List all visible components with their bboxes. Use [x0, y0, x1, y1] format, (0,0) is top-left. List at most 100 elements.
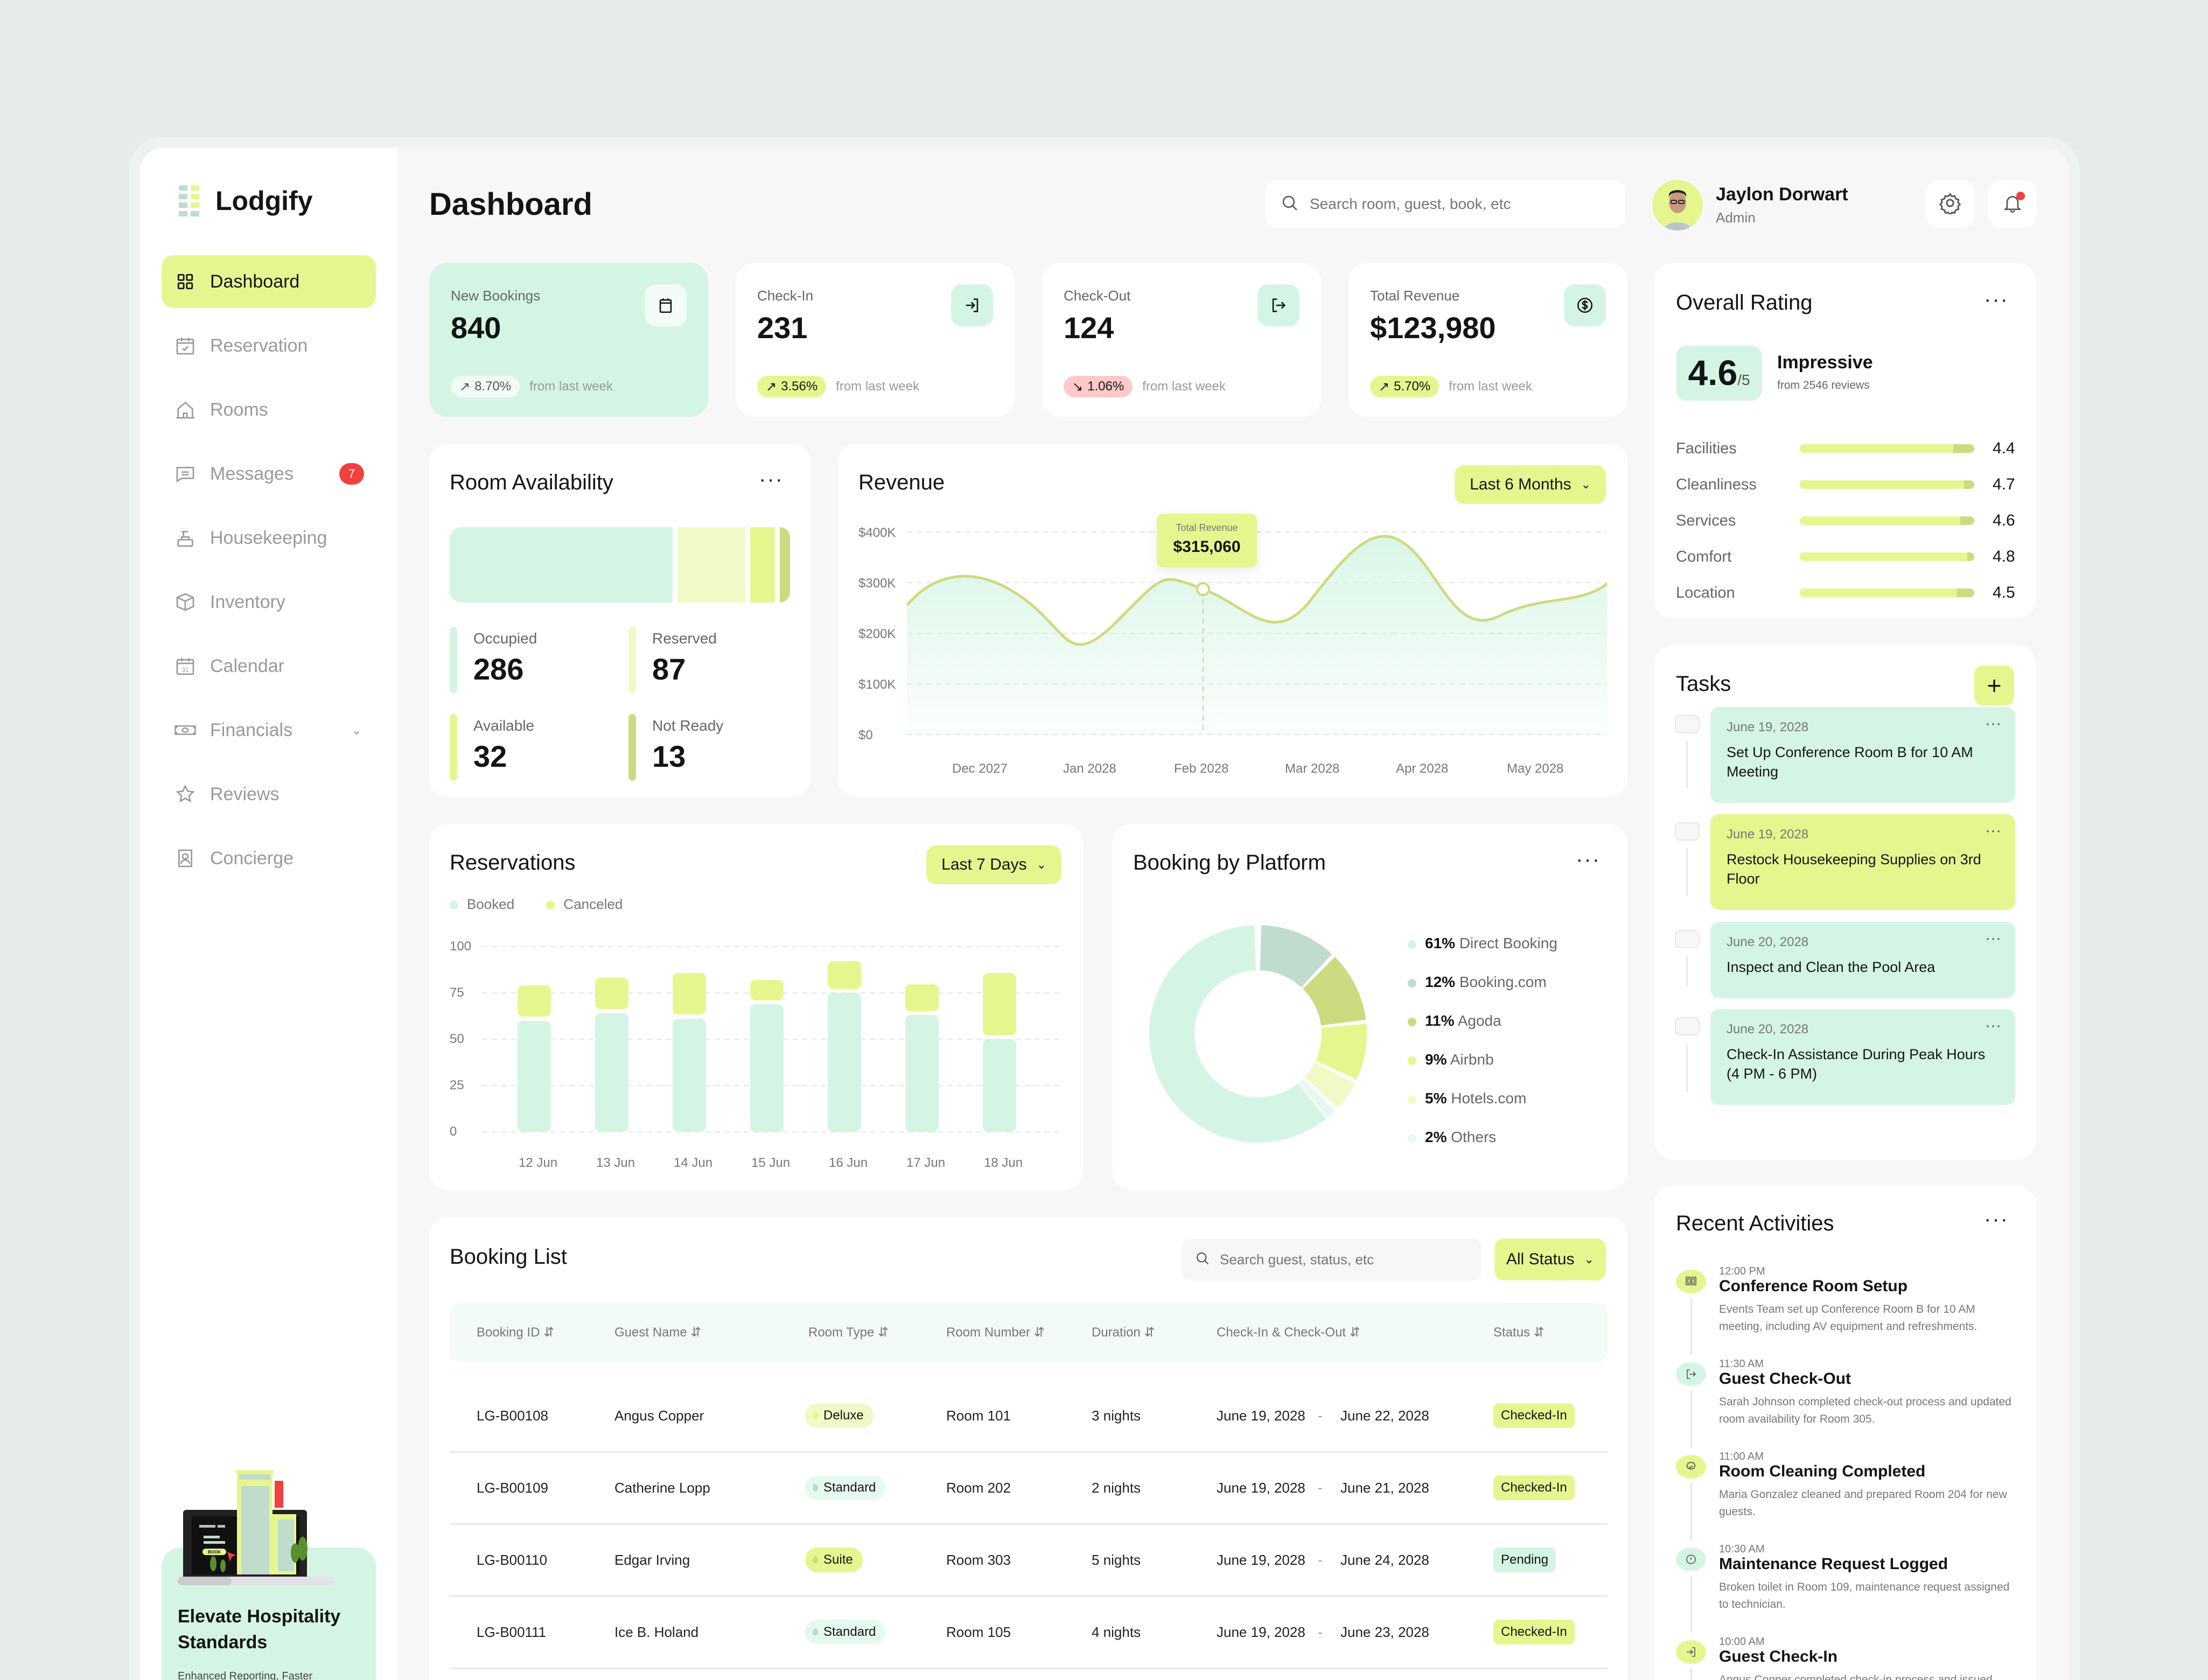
- trend-caption: from last week: [836, 379, 919, 394]
- stat-trend: ↗ 8.70% from last week: [451, 376, 613, 397]
- trend-down-icon: ↘: [1072, 379, 1084, 394]
- stat-card-check-in[interactable]: Check-In 231 ↗ 3.56% from last week: [736, 263, 1015, 417]
- platform-legend: 61% Direct Booking 12% Booking.com 11% A…: [1408, 924, 1557, 1157]
- sidebar-item-dashboard[interactable]: Dashboard: [162, 255, 376, 308]
- sidebar-item-inventory[interactable]: Inventory: [162, 576, 376, 628]
- y-tick: 0: [450, 1124, 457, 1139]
- x-tick: Mar 2028: [1285, 761, 1340, 776]
- rating-verdict: Impressive: [1777, 352, 1873, 373]
- more-options-icon[interactable]: ···: [1576, 848, 1601, 871]
- x-tick: 16 Jun: [829, 1156, 868, 1170]
- stat-label: Check-Out: [1064, 288, 1131, 304]
- status-badge: Pending: [1493, 1548, 1556, 1572]
- sidebar-item-reviews[interactable]: Reviews: [162, 768, 376, 821]
- table-row[interactable]: LG-B00111 Ice B. Holand Standard Room 10…: [450, 1597, 1608, 1669]
- card-title: Tasks: [1676, 672, 1731, 696]
- column-header-room-type[interactable]: Room Type ⇵: [808, 1325, 889, 1340]
- search-icon: [1281, 194, 1299, 215]
- more-options-icon[interactable]: ···: [1985, 1017, 2001, 1034]
- airbnb-slice: [1149, 925, 1367, 1143]
- sidebar-item-rooms[interactable]: Rooms: [162, 383, 376, 436]
- chevron-down-icon: ⌄: [1581, 478, 1591, 491]
- trend-caption: from last week: [1449, 379, 1532, 394]
- sidebar-item-messages[interactable]: Messages 7: [162, 447, 376, 500]
- column-header-room-number[interactable]: Room Number ⇵: [946, 1325, 1045, 1340]
- booking-search-input[interactable]: [1220, 1251, 1478, 1268]
- more-options-icon[interactable]: ···: [1984, 288, 2009, 311]
- table-row[interactable]: LG-B00109 Catherine Lopp Standard Room 2…: [450, 1453, 1608, 1525]
- column-header-status[interactable]: Status ⇵: [1493, 1325, 1545, 1340]
- stat-value: 124: [1064, 311, 1114, 345]
- more-options-icon[interactable]: ···: [1985, 715, 2001, 732]
- stat-card-total-revenue[interactable]: Total Revenue $123,980 ↗ 5.70% from last …: [1348, 263, 1627, 417]
- sidebar-item-financials[interactable]: Financials ⌄: [162, 704, 376, 757]
- search-input[interactable]: [1310, 195, 1611, 213]
- booking-search[interactable]: [1182, 1238, 1482, 1280]
- task-checkbox[interactable]: [1675, 930, 1700, 948]
- revenue-line-chart: [907, 531, 1607, 735]
- grid-icon: [174, 271, 196, 292]
- trend-caption: from last week: [1142, 379, 1226, 394]
- available-segment: [750, 527, 775, 603]
- logout-icon: [1676, 1362, 1706, 1386]
- table-row[interactable]: LG-B00110 Edgar Irving Suite Room 303 5 …: [450, 1525, 1608, 1597]
- promo-title: Elevate Hospitality Standards: [178, 1606, 341, 1653]
- task-checkbox[interactable]: [1675, 822, 1700, 841]
- stat-label: New Bookings: [451, 288, 541, 304]
- room-availability-card: Room Availability ··· Occupied 286 Reserv…: [429, 444, 810, 797]
- task-item[interactable]: June 20, 2028 Inspect and Clean the Pool …: [1710, 922, 2015, 998]
- chevron-down-icon[interactable]: ⌄: [351, 723, 362, 738]
- available-stat: Available 32: [450, 714, 534, 781]
- card-title: Revenue: [858, 471, 945, 494]
- more-options-icon[interactable]: ···: [1984, 1207, 2009, 1231]
- sidebar-item-label: Messages: [210, 463, 294, 484]
- stat-value: 231: [757, 311, 808, 345]
- notification-dot: [2016, 192, 2025, 200]
- not-ready-stat: Not Ready 13: [628, 714, 723, 781]
- column-header-guest-name[interactable]: Guest Name ⇵: [614, 1325, 702, 1340]
- legend-item: 2% Others: [1408, 1118, 1557, 1157]
- reservations-range-dropdown[interactable]: Last 7 Days ⌄: [926, 845, 1061, 884]
- rating-row-cleanliness: Cleanliness 4.7: [1676, 475, 2015, 493]
- room-type-badge: Suite: [805, 1548, 863, 1572]
- sidebar-item-reservation[interactable]: Reservation: [162, 319, 376, 372]
- promo-subtitle: Enhanced Reporting, Faster: [178, 1670, 313, 1680]
- sidebar-item-calendar[interactable]: 31 Calendar: [162, 640, 376, 692]
- logo[interactable]: Lodgify: [179, 185, 313, 216]
- booking-list-card: Booking List All Status⌄ Booking ID ⇵ Gu…: [429, 1217, 1627, 1680]
- stat-card-check-out[interactable]: Check-Out 124 ↘ 1.06% from last week: [1042, 263, 1321, 417]
- y-tick: 75: [450, 985, 464, 1000]
- stat-card-new-bookings[interactable]: New Bookings 840 ↗ 8.70% from last week: [429, 263, 708, 417]
- column-header-duration[interactable]: Duration ⇵: [1092, 1325, 1155, 1340]
- sidebar-item-housekeeping[interactable]: Housekeeping: [162, 512, 376, 564]
- calendar-icon: [645, 284, 687, 326]
- task-checkbox[interactable]: [1675, 1017, 1700, 1035]
- table-row[interactable]: LG-B00108 Angus Copper Deluxe Room 101 3…: [450, 1381, 1608, 1453]
- user-role: Admin: [1716, 209, 1756, 226]
- more-options-icon[interactable]: ···: [1985, 929, 2001, 947]
- trend-up-icon: ↗: [459, 379, 471, 394]
- column-header-dates[interactable]: Check-In & Check-Out ⇵: [1217, 1325, 1360, 1340]
- task-item[interactable]: June 19, 2028 Restock Housekeeping Suppli…: [1710, 814, 2015, 910]
- add-task-button[interactable]: +: [1974, 666, 2014, 705]
- more-options-icon[interactable]: ···: [1985, 822, 2001, 839]
- sidebar-item-concierge[interactable]: Concierge: [162, 832, 376, 885]
- revenue-range-dropdown[interactable]: Last 6 Months ⌄: [1455, 465, 1606, 504]
- settings-button[interactable]: [1926, 180, 1974, 228]
- calendar-check-icon: [174, 335, 196, 356]
- more-options-icon[interactable]: ···: [759, 467, 784, 491]
- room-type-badge: Standard: [805, 1475, 886, 1500]
- column-header-booking-id[interactable]: Booking ID ⇵: [477, 1325, 555, 1340]
- notifications-button[interactable]: [1988, 180, 2037, 228]
- status-filter-dropdown[interactable]: All Status ⌄: [1494, 1238, 1606, 1280]
- trend-badge: ↗ 8.70%: [451, 376, 520, 397]
- task-item[interactable]: June 19, 2028 Set Up Conference Room B fo…: [1710, 707, 2015, 803]
- global-search[interactable]: [1266, 180, 1625, 228]
- task-checkbox[interactable]: [1675, 715, 1700, 733]
- rating-row-location: Location 4.5: [1676, 584, 2015, 601]
- task-item[interactable]: June 20, 2028 Check-In Assistance During …: [1710, 1009, 2015, 1105]
- calendar-icon: 31: [174, 655, 196, 677]
- user-profile[interactable]: Jaylon Dorwart Admin: [1652, 180, 1848, 230]
- x-tick: 18 Jun: [984, 1156, 1023, 1170]
- trend-caption: from last week: [529, 379, 613, 394]
